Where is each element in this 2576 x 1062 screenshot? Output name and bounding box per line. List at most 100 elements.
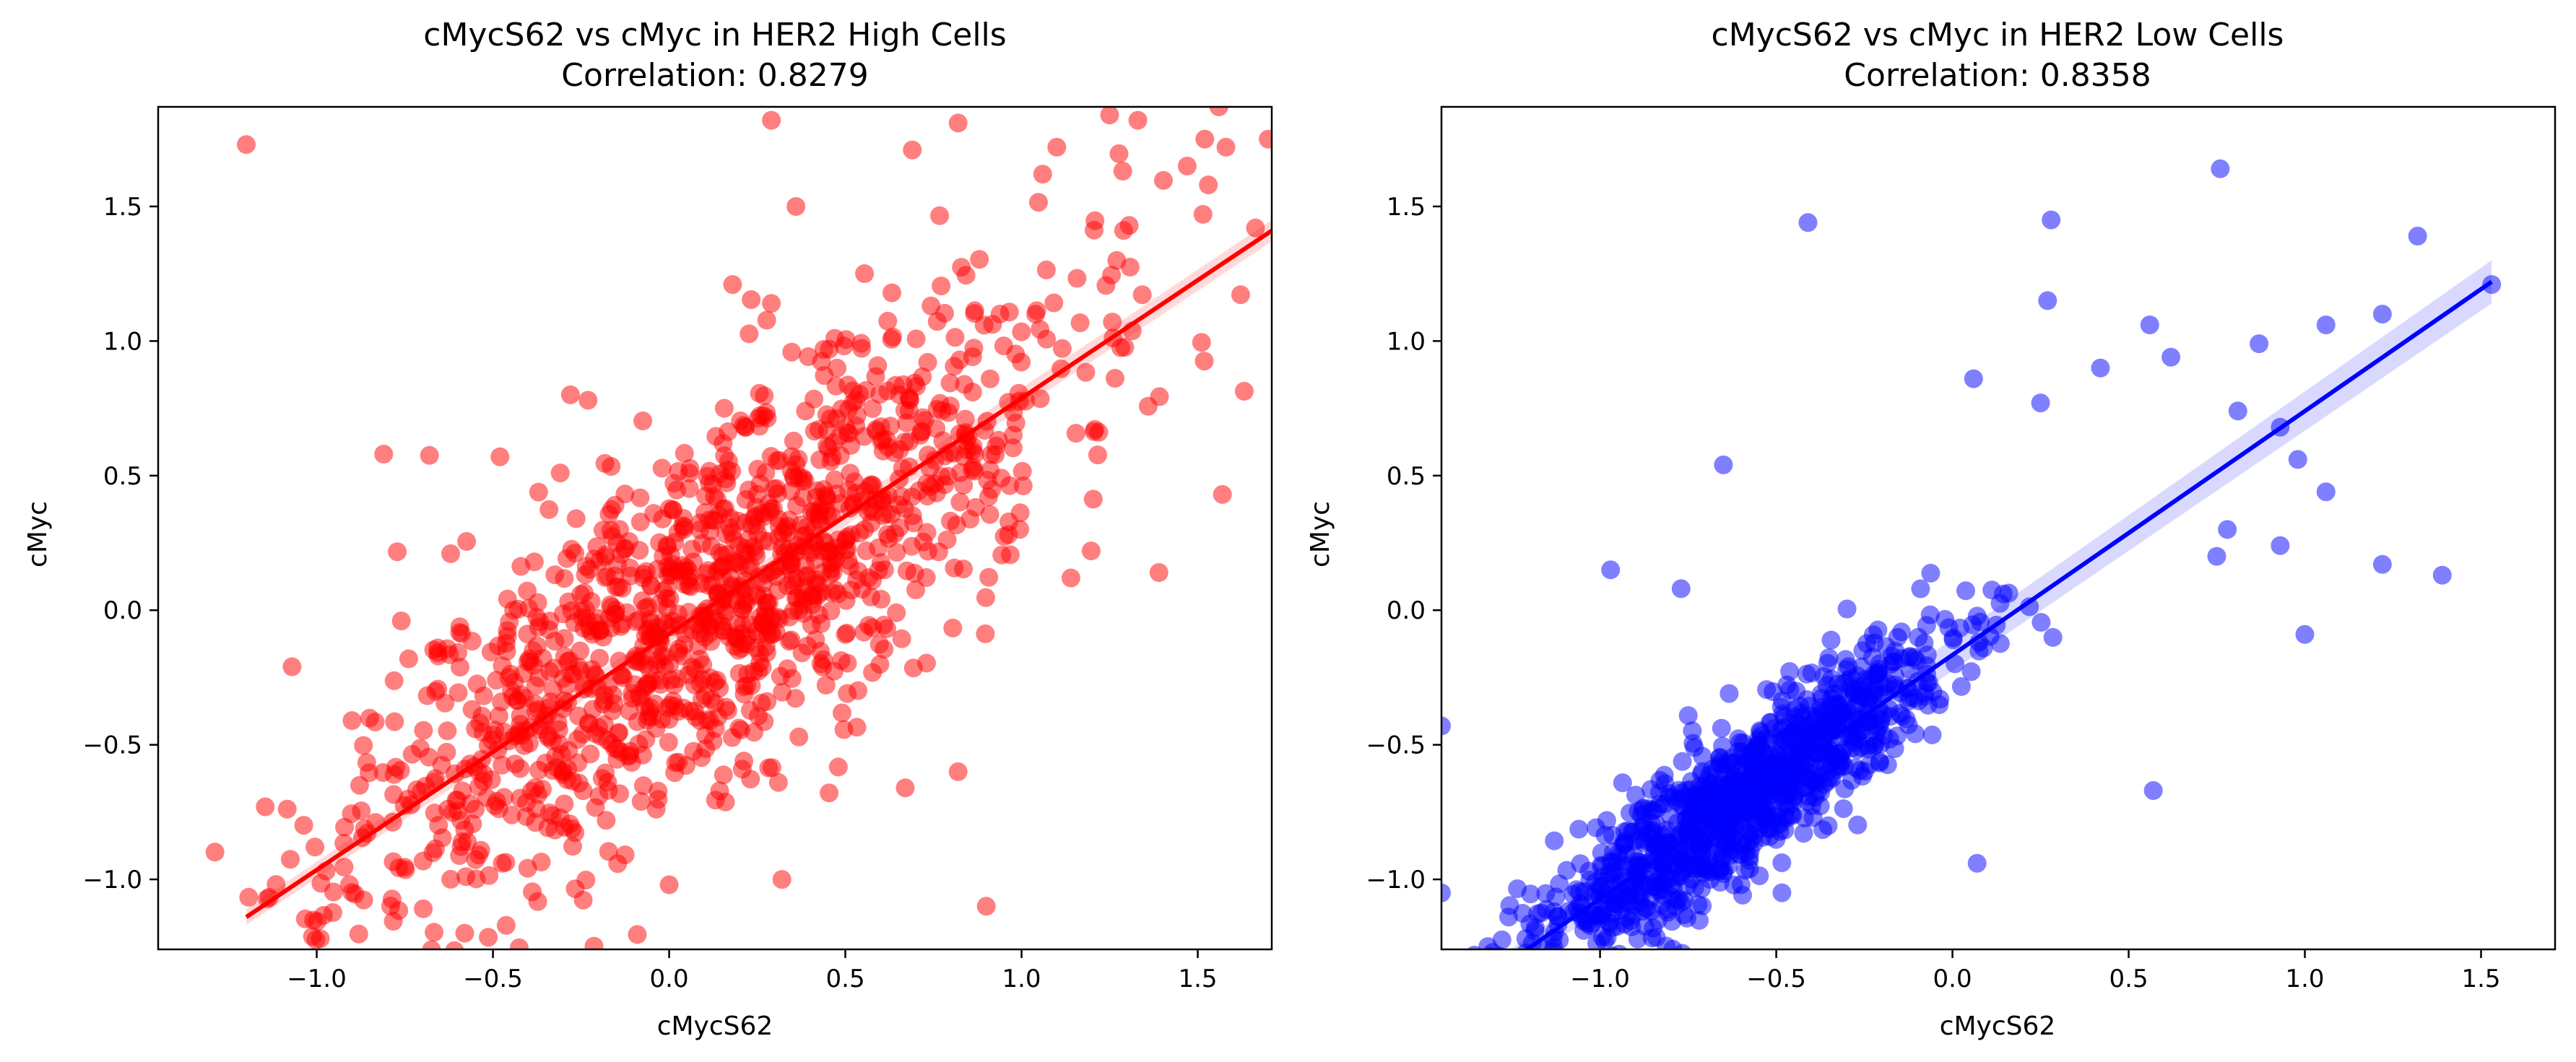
data-point (1499, 908, 1518, 927)
data-point (571, 641, 590, 661)
data-point (796, 401, 815, 421)
data-point (658, 578, 677, 598)
data-point (710, 679, 729, 698)
data-point (2043, 627, 2063, 647)
data-point (1000, 476, 1020, 495)
data-point (578, 391, 598, 410)
data-point (584, 936, 604, 949)
data-point (598, 772, 617, 792)
data-point (1439, 1004, 1457, 1022)
data-point (979, 567, 999, 587)
data-point (489, 799, 508, 819)
data-point (690, 513, 710, 533)
data-point (823, 448, 842, 467)
data-point (781, 461, 801, 480)
data-point (1031, 389, 1050, 409)
data-point (555, 794, 574, 814)
data-point (1106, 369, 1124, 388)
data-point (1502, 970, 1521, 988)
x-tick-label: −0.5 (1746, 965, 1806, 993)
data-point (1621, 911, 1641, 931)
data-point (948, 762, 968, 781)
data-point (458, 832, 477, 851)
data-point (786, 197, 806, 216)
data-point (829, 530, 848, 549)
data-point (1103, 313, 1122, 332)
data-point (1811, 783, 1831, 802)
data-point (383, 912, 403, 931)
data-point (1083, 489, 1103, 509)
data-point (1502, 978, 1521, 996)
data-point (767, 451, 786, 471)
data-point (2316, 315, 2336, 334)
data-point (630, 513, 650, 531)
data-point (342, 711, 362, 731)
data-point (1192, 333, 1211, 352)
data-point (1012, 461, 1032, 481)
data-point (773, 682, 792, 702)
x-tick-label: 1.0 (1002, 965, 1041, 993)
data-point (1132, 285, 1152, 305)
data-point (759, 494, 779, 513)
data-point (1821, 630, 1841, 650)
data-point (1128, 110, 1148, 130)
data-point (407, 780, 427, 799)
x-tick-label: 1.5 (1178, 965, 1217, 993)
data-point (981, 461, 1000, 480)
data-point (868, 356, 888, 375)
data-point (1677, 908, 1696, 928)
data-point (652, 458, 672, 478)
data-point (384, 671, 404, 690)
data-point (945, 328, 965, 347)
data-point (595, 715, 614, 734)
data-point (707, 562, 727, 581)
data-point (757, 593, 776, 613)
data-point (1775, 820, 1795, 840)
data-point (872, 590, 891, 609)
data-point (1608, 853, 1626, 872)
axes-frame (157, 105, 1273, 951)
data-point (679, 561, 698, 580)
data-point (640, 660, 659, 679)
data-point (538, 818, 558, 837)
data-point (399, 649, 418, 669)
data-point (798, 636, 817, 656)
data-point (789, 727, 809, 747)
data-point (334, 858, 354, 876)
data-point (1557, 861, 1577, 880)
data-point (731, 555, 750, 575)
data-point (747, 546, 766, 565)
data-point (762, 294, 781, 313)
data-point (875, 640, 894, 659)
data-point (877, 619, 896, 638)
data-point (980, 505, 999, 524)
data-point (1642, 902, 1661, 920)
data-point (698, 575, 718, 595)
data-point (1626, 869, 1646, 888)
data-point (636, 599, 655, 618)
data-point (295, 909, 315, 928)
data-point (451, 658, 469, 677)
data-point (490, 447, 510, 466)
data-point (633, 412, 653, 430)
data-point (1234, 381, 1254, 401)
data-point (769, 527, 789, 547)
data-point (1848, 815, 1868, 835)
data-point (1724, 875, 1743, 895)
data-point (511, 759, 530, 778)
data-point (1100, 107, 1119, 125)
data-point (955, 375, 974, 394)
data-point (890, 385, 909, 404)
data-point (1569, 997, 1587, 1016)
data-point (1673, 944, 1691, 949)
data-point (680, 458, 700, 478)
data-point (1543, 959, 1561, 978)
data-point (2218, 520, 2237, 539)
data-point (1109, 144, 1129, 163)
data-point (989, 430, 1008, 450)
data-point (1088, 445, 1107, 465)
data-point (851, 334, 871, 353)
data-point (380, 953, 399, 972)
data-point (828, 757, 848, 777)
y-tick-label: −0.5 (82, 731, 142, 760)
